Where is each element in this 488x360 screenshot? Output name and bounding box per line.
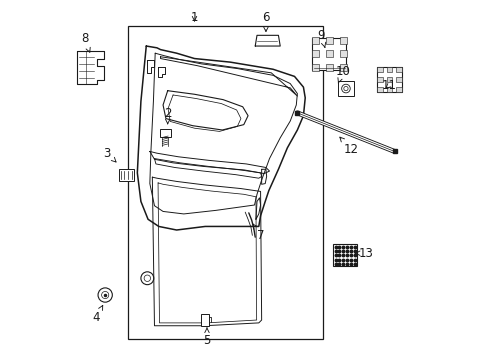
Bar: [339, 64, 346, 71]
Bar: [386, 87, 391, 93]
Bar: [395, 77, 401, 82]
Text: 10: 10: [335, 64, 349, 83]
Bar: [311, 50, 318, 58]
Bar: [311, 37, 318, 44]
Bar: [332, 244, 357, 266]
Bar: [119, 169, 134, 181]
Bar: [325, 37, 332, 44]
Bar: [339, 37, 346, 44]
Text: 4: 4: [92, 305, 102, 324]
Text: 5: 5: [203, 328, 210, 347]
Bar: [325, 64, 332, 71]
Bar: [377, 77, 382, 82]
Bar: [386, 77, 391, 82]
Text: 12: 12: [339, 137, 358, 156]
Bar: [201, 314, 208, 326]
Text: 8: 8: [81, 32, 90, 52]
Bar: [395, 67, 401, 72]
Text: 3: 3: [103, 147, 116, 162]
Text: 11: 11: [381, 79, 396, 92]
Bar: [377, 87, 382, 93]
Bar: [377, 67, 401, 93]
Text: 6: 6: [262, 11, 269, 32]
Bar: [337, 81, 353, 96]
Bar: [339, 50, 346, 58]
Bar: [377, 67, 382, 72]
Text: 1: 1: [190, 11, 198, 24]
Bar: [160, 129, 170, 137]
Text: 9: 9: [317, 29, 325, 48]
Bar: [386, 67, 391, 72]
Text: 13: 13: [355, 247, 373, 260]
Text: 7: 7: [252, 224, 264, 242]
Bar: [311, 64, 318, 71]
Bar: [395, 87, 401, 93]
Bar: [325, 50, 332, 58]
Bar: [128, 26, 323, 339]
Bar: [312, 38, 346, 70]
Text: 2: 2: [163, 107, 171, 124]
